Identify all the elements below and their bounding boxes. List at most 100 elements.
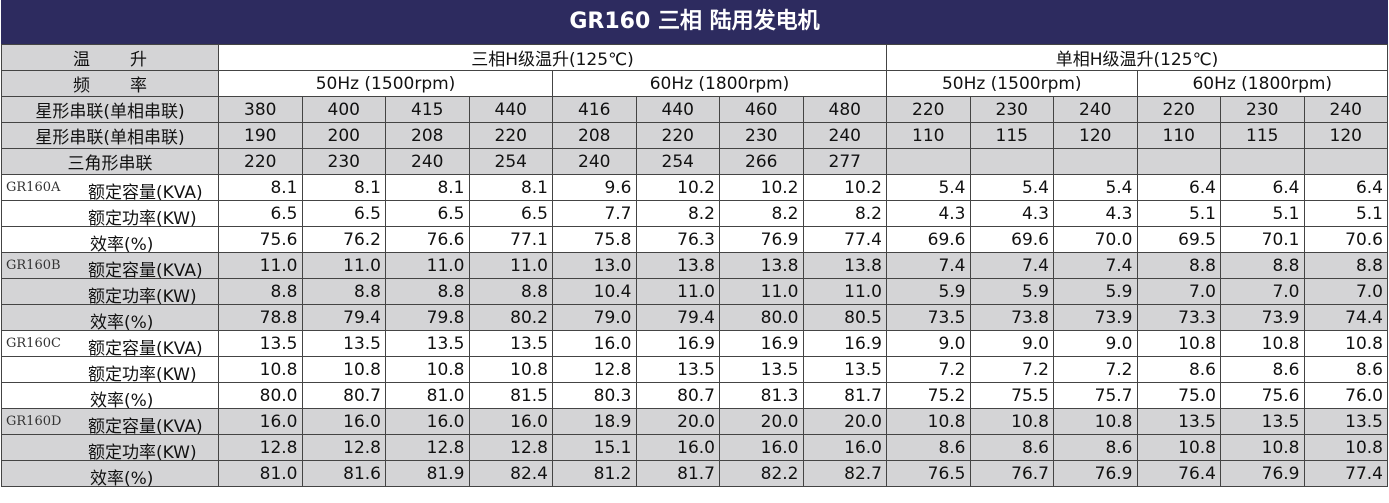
cell: 240 [385, 148, 470, 175]
row-label: 效率(%) [90, 391, 154, 409]
row-label: 三角形串联 [1, 148, 219, 175]
cell: 8.8 [218, 278, 303, 305]
cell: 10.8 [1136, 434, 1221, 461]
model-row: 效率(%) 80.0 80.7 81.0 81.5 80.3 80.7 81.3 81.7 75.… [1, 382, 1388, 409]
cell: 115 [1220, 122, 1305, 149]
row-label-cell: GR160C 额定容量(KVA) [1, 330, 219, 357]
cell: 13.8 [635, 252, 720, 279]
row-label-cell: 效率(%) [1, 382, 219, 409]
cell: 7.0 [1303, 278, 1388, 305]
cell: 81.6 [301, 460, 386, 487]
cell: 10.8 [468, 356, 553, 383]
cell: 10.8 [385, 356, 470, 383]
header-cell: 三相H级温升(125℃) [218, 44, 887, 71]
cell: 16.0 [218, 408, 303, 435]
table-body: 温升 三相H级温升(125℃) 单相H级温升(125℃) 频率 50Hz (15… [1, 44, 1388, 487]
cell: 6.5 [468, 200, 553, 227]
cell: 82.7 [802, 460, 887, 487]
cell: 77.1 [468, 226, 553, 253]
cell: 10.8 [1053, 408, 1138, 435]
cell: 13.5 [1136, 408, 1221, 435]
empty-cell [1220, 148, 1305, 175]
cell: 240 [552, 148, 637, 175]
cell: 13.5 [301, 330, 386, 357]
cell: 10.8 [886, 408, 971, 435]
cell: 5.4 [1053, 174, 1138, 201]
cell: 16.0 [301, 408, 386, 435]
cell: 12.8 [468, 434, 553, 461]
cell: 6.5 [301, 200, 386, 227]
cell: 16.0 [719, 434, 804, 461]
cell: 8.1 [385, 174, 470, 201]
cell: 76.9 [1053, 460, 1138, 487]
cell: 80.7 [635, 382, 720, 409]
cell: 70.1 [1220, 226, 1305, 253]
row-label: 额定容量(KVA) [88, 417, 203, 435]
header-cell: 频率 [1, 70, 219, 97]
cell: 76.7 [969, 460, 1054, 487]
cell: 77.4 [1303, 460, 1388, 487]
cell: 220 [1136, 96, 1221, 123]
cell: 7.4 [1053, 252, 1138, 279]
model-name: GR160B [6, 258, 61, 273]
cell: 6.5 [218, 200, 303, 227]
cell: 81.0 [385, 382, 470, 409]
cell: 4.3 [969, 200, 1054, 227]
cell: 6.4 [1136, 174, 1221, 201]
cell: 6.4 [1303, 174, 1388, 201]
row-label: 额定容量(KVA) [88, 183, 203, 201]
model-name: GR160A [6, 180, 61, 195]
cell: 400 [301, 96, 386, 123]
cell: 16.0 [635, 434, 720, 461]
cell: 415 [385, 96, 470, 123]
cell: 12.8 [301, 434, 386, 461]
cell: 13.5 [802, 356, 887, 383]
cell: 10.8 [969, 408, 1054, 435]
cell: 440 [468, 96, 553, 123]
cell: 76.0 [1303, 382, 1388, 409]
header-row: 温升 三相H级温升(125℃) 单相H级温升(125℃) [1, 44, 1388, 71]
cell: 81.2 [552, 460, 637, 487]
cell: 18.9 [552, 408, 637, 435]
cell: 12.8 [385, 434, 470, 461]
empty-cell [1053, 148, 1138, 175]
cell: 80.5 [802, 304, 887, 331]
cell: 75.6 [218, 226, 303, 253]
cell: 10.2 [802, 174, 887, 201]
cell: 75.5 [969, 382, 1054, 409]
cell: 5.9 [886, 278, 971, 305]
header-cell: 60Hz (1800rpm) [552, 70, 887, 97]
cell: 82.4 [468, 460, 553, 487]
cell: 16.0 [385, 408, 470, 435]
cell: 254 [635, 148, 720, 175]
cell: 13.5 [218, 330, 303, 357]
empty-cell [969, 148, 1054, 175]
cell: 10.8 [1136, 330, 1221, 357]
model-row: 额定功率(KW) 12.8 12.8 12.8 12.8 15.1 16.0 16.0 16.0… [1, 434, 1388, 461]
row-label-cell: 额定功率(KW) [1, 356, 219, 383]
cell: 110 [886, 122, 971, 149]
row-label-cell: 效率(%) [1, 226, 219, 253]
cell: 230 [969, 96, 1054, 123]
cell: 76.4 [1136, 460, 1221, 487]
cell: 16.9 [719, 330, 804, 357]
cell: 7.0 [1220, 278, 1305, 305]
cell: 20.0 [635, 408, 720, 435]
spec-table: 温升 三相H级温升(125℃) 单相H级温升(125℃) 频率 50Hz (15… [1, 44, 1388, 487]
cell: 79.0 [552, 304, 637, 331]
cell: 8.2 [802, 200, 887, 227]
cell: 12.8 [218, 434, 303, 461]
row-label: 额定容量(KVA) [88, 261, 203, 279]
cell: 5.9 [1053, 278, 1138, 305]
empty-cell [1136, 148, 1221, 175]
cell: 73.9 [1053, 304, 1138, 331]
cell: 5.9 [969, 278, 1054, 305]
model-row: 额定功率(KW) 10.8 10.8 10.8 10.8 12.8 13.5 13.5 13.5… [1, 356, 1388, 383]
header-cell: 60Hz (1800rpm) [1136, 70, 1388, 97]
empty-cell [886, 148, 971, 175]
cell: 6.4 [1220, 174, 1305, 201]
cell: 76.2 [301, 226, 386, 253]
cell: 73.9 [1220, 304, 1305, 331]
cell: 82.2 [719, 460, 804, 487]
cell: 190 [218, 122, 303, 149]
